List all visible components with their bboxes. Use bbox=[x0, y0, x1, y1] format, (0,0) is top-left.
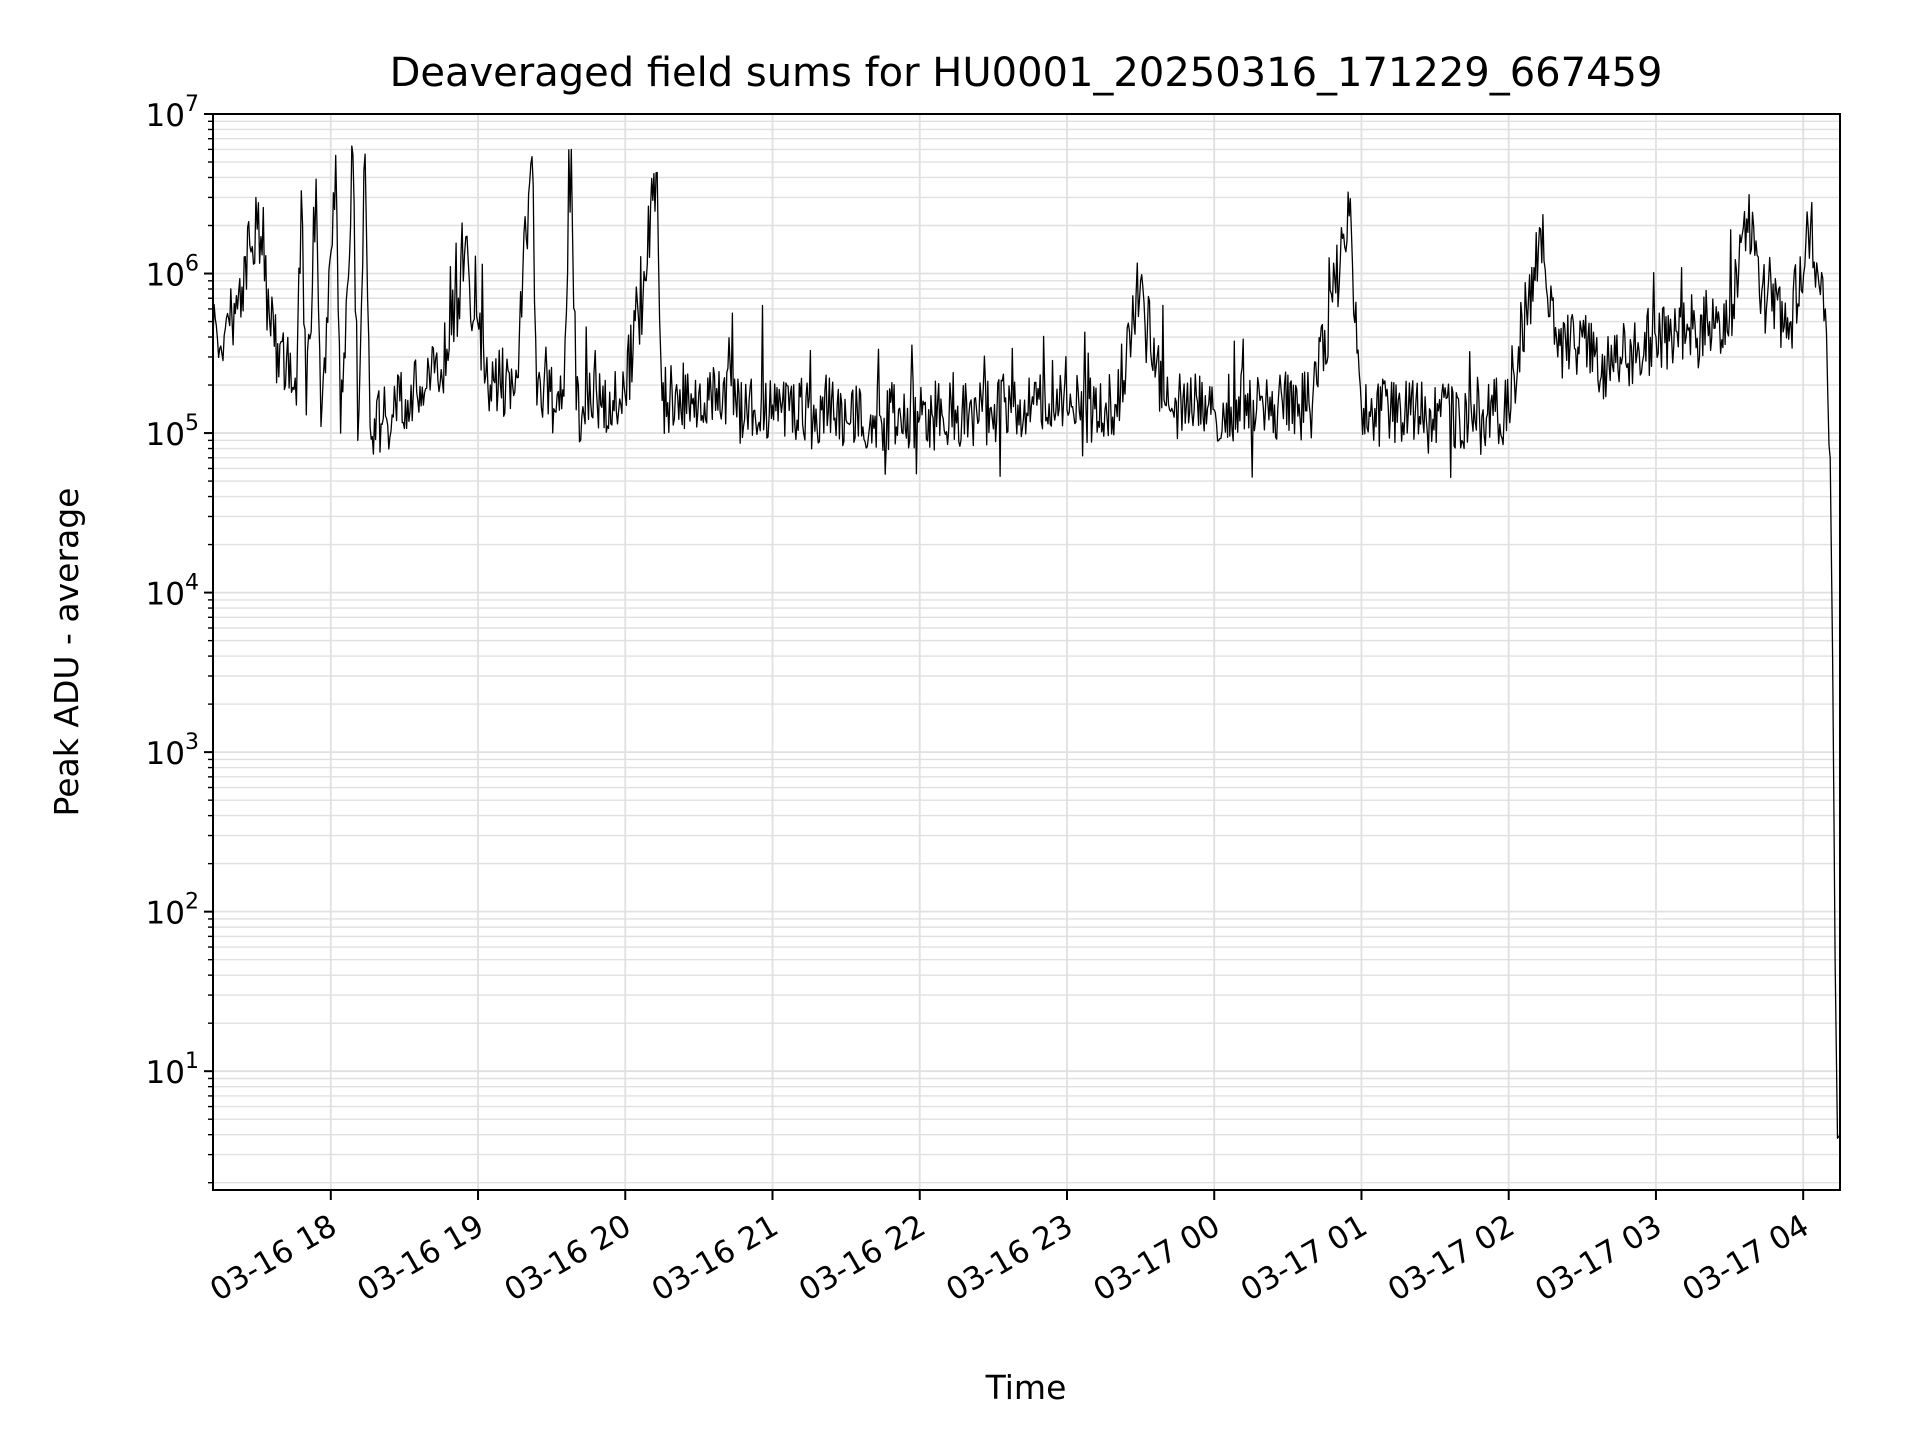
y-tick-label: 102 bbox=[146, 890, 199, 932]
x-axis-title: Time bbox=[985, 1368, 1067, 1407]
series-line bbox=[212, 145, 1841, 1139]
plot-frame bbox=[212, 113, 1841, 1191]
y-tick-label: 106 bbox=[146, 252, 199, 294]
y-tick-label: 101 bbox=[146, 1049, 199, 1091]
chart-title: Deaveraged field sums for HU0001_2025031… bbox=[390, 50, 1663, 96]
grid-layer bbox=[213, 113, 1840, 1190]
y-tick-label: 107 bbox=[146, 92, 199, 134]
y-tick-label: 104 bbox=[146, 571, 199, 613]
y-tick-label: 103 bbox=[146, 730, 199, 772]
y-axis-title: Peak ADU - average bbox=[47, 488, 86, 817]
y-tick-label: 105 bbox=[146, 411, 199, 453]
